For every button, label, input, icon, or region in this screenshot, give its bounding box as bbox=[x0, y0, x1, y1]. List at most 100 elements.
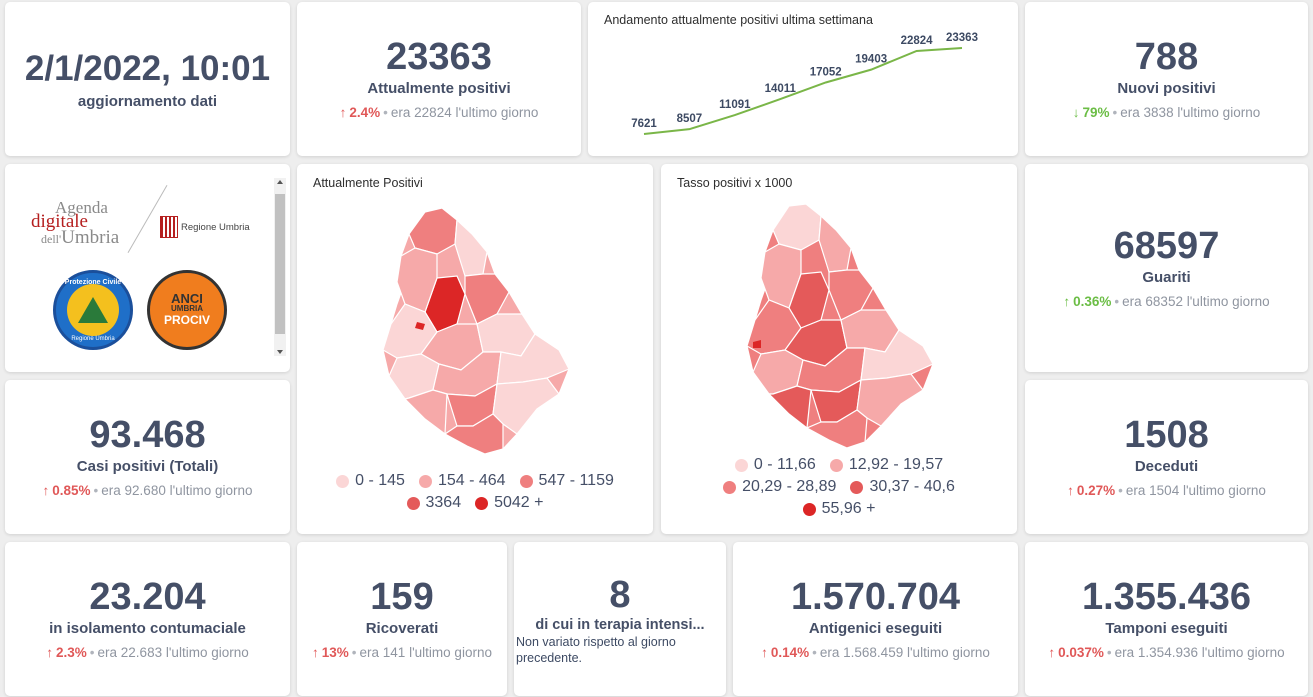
legend-swatch-icon bbox=[734, 458, 748, 472]
casi-totali-delta: ↑ 0.85% • era 92.680 l'ultimo giorno bbox=[42, 482, 253, 498]
antigenici-value: 1.570.704 bbox=[790, 576, 961, 619]
map-tasso-card: Tasso positivi x 1000 0 - 11,66 12,92 - 1… bbox=[661, 164, 1017, 534]
legend-label: 0 - 11,66 bbox=[753, 456, 816, 473]
legend-swatch-icon bbox=[418, 474, 432, 488]
casi-totali-card: 93.468 Casi positivi (Totali) ↑ 0.85% • era… bbox=[5, 380, 290, 534]
delta-pct: 2.4% bbox=[349, 104, 381, 120]
delta-suffix: l'ultimo giorno bbox=[906, 644, 990, 660]
legend-label: 5042 + bbox=[494, 494, 544, 511]
trend-data-label: 8507 bbox=[677, 113, 703, 125]
delta-prev: era 141 bbox=[359, 644, 406, 660]
update-label: aggiornamento dati bbox=[77, 92, 218, 110]
trend-chart-card: Andamento attualmente positivi ultima se… bbox=[588, 2, 1018, 156]
map-positivi-legend-item[interactable]: 547 - 1159 bbox=[519, 472, 614, 490]
map-tasso-title: Tasso positivi x 1000 bbox=[677, 176, 793, 190]
map-tasso-legend-item[interactable]: 20,29 - 28,89 bbox=[723, 478, 836, 496]
agenda-line3a: dell' bbox=[41, 232, 62, 246]
logos-scrollbar[interactable] bbox=[274, 178, 286, 356]
trend-data-label: 23363 bbox=[946, 32, 978, 44]
attualmente-positivi-delta: ↑ 2.4% • era 22824 l'ultimo giorno bbox=[339, 104, 539, 120]
anci-label: ANCI bbox=[171, 291, 203, 307]
guariti-value: 68597 bbox=[1113, 225, 1220, 268]
delta-prev: era 22.683 bbox=[97, 644, 163, 660]
ricoverati-delta: ↑ 13% • era 141 l'ultimo giorno bbox=[312, 644, 492, 660]
delta-pct: 79% bbox=[1082, 104, 1110, 120]
antigenici-card: 1.570.704 Antigenici eseguiti ↑ 0.14% • era… bbox=[733, 542, 1018, 696]
scroll-down-arrow-icon[interactable] bbox=[277, 350, 283, 354]
delta-suffix: l'ultimo giorno bbox=[1201, 644, 1285, 660]
deceduti-delta: ↑ 0.27% • era 1504 l'ultimo giorno bbox=[1067, 482, 1266, 498]
isolamento-delta: ↑ 2.3% • era 22.683 l'ultimo giorno bbox=[46, 644, 249, 660]
trend-data-label: 14011 bbox=[765, 83, 797, 95]
delta-prev: era 92.680 bbox=[101, 482, 166, 498]
map-positivi-legend-item[interactable]: 0 - 145 bbox=[336, 472, 405, 490]
scrollbar-thumb[interactable] bbox=[275, 194, 285, 334]
regione-umbria-logo: Regione Umbria bbox=[160, 216, 250, 238]
update-datetime: 2/1/2022, 10:01 bbox=[24, 48, 271, 88]
delta-suffix: l'ultimo giorno bbox=[1186, 293, 1270, 309]
deceduti-label: Deceduti bbox=[1134, 457, 1199, 475]
map-positivi-legend: 0 - 145 154 - 464 547 - 1159 3364 5042 + bbox=[307, 472, 643, 512]
arrow-up-icon: ↑ bbox=[42, 482, 50, 498]
trend-data-label: 22824 bbox=[901, 35, 934, 47]
map-positivi-legend-item[interactable]: 3364 bbox=[406, 494, 462, 512]
arrow-up-icon: ↑ bbox=[1063, 293, 1071, 309]
nuovi-positivi-delta: ↓ 79% • era 3838 l'ultimo giorno bbox=[1072, 104, 1261, 120]
scroll-up-arrow-icon[interactable] bbox=[277, 180, 283, 184]
delta-pct: 0.14% bbox=[770, 644, 810, 660]
nuovi-positivi-value: 788 bbox=[1134, 36, 1199, 79]
anci-umbria-label: UMBRIA bbox=[171, 304, 203, 314]
trend-data-label: 17052 bbox=[810, 66, 842, 78]
prociv-label: PROCIV bbox=[163, 313, 210, 328]
terapia-label: di cui in terapia intensi... bbox=[535, 617, 705, 633]
terapia-card: 8 di cui in terapia intensi... Non varia… bbox=[514, 542, 726, 696]
map-tasso-legend: 0 - 11,66 12,92 - 19,57 20,29 - 28,89 30,37… bbox=[701, 456, 977, 518]
arrow-up-icon: ↑ bbox=[1048, 644, 1056, 660]
deceduti-card: 1508 Deceduti ↑ 0.27% • era 1504 l'ultimo g… bbox=[1025, 380, 1308, 534]
trend-data-label: 19403 bbox=[855, 54, 887, 66]
logos-card: Agenda digitale dell'Umbria Regione Umbr… bbox=[5, 164, 290, 372]
legend-label: 3364 bbox=[425, 494, 462, 511]
ricoverati-label: Ricoverati bbox=[365, 619, 439, 637]
casi-totali-value: 93.468 bbox=[89, 414, 206, 457]
map-tasso-legend-item[interactable]: 55,96 + bbox=[802, 500, 875, 518]
delta-prev: era 1.354.936 bbox=[1114, 644, 1198, 660]
legend-swatch-icon bbox=[336, 474, 350, 488]
arrow-up-icon: ↑ bbox=[1067, 482, 1074, 498]
tamponi-delta: ↑ 0.037% • era 1.354.936 l'ultimo giorno bbox=[1048, 644, 1285, 660]
umbria-map-tasso[interactable] bbox=[661, 164, 1017, 534]
tamponi-value: 1.355.436 bbox=[1081, 576, 1252, 619]
delta-prev: era 3838 bbox=[1120, 104, 1174, 120]
anci-prociv-logo: ANCI UMBRIA PROCIV bbox=[147, 270, 227, 350]
trend-data-label: 11091 bbox=[719, 99, 751, 111]
guariti-card: 68597 Guariti ↑ 0.36% • era 68352 l'ultimo … bbox=[1025, 164, 1308, 372]
arrow-up-icon: ↑ bbox=[761, 644, 768, 660]
delta-pct: 0.037% bbox=[1058, 644, 1104, 660]
legend-swatch-icon bbox=[802, 502, 816, 516]
legend-swatch-icon bbox=[829, 458, 843, 472]
tamponi-label: Tamponi eseguiti bbox=[1105, 619, 1228, 637]
map-tasso-legend-item[interactable]: 0 - 11,66 bbox=[734, 456, 816, 474]
legend-label: 12,92 - 19,57 bbox=[848, 456, 944, 473]
isolamento-card: 23.204 in isolamento contumaciale ↑ 2.3% •… bbox=[5, 542, 290, 696]
legend-label: 30,37 - 40,6 bbox=[869, 478, 955, 495]
isolamento-value: 23.204 bbox=[89, 576, 206, 619]
protezione-label: Protezione Civile bbox=[64, 279, 122, 286]
deceduti-value: 1508 bbox=[1124, 414, 1209, 457]
map-positivi-legend-item[interactable]: 154 - 464 bbox=[418, 472, 506, 490]
terapia-note: Non variato rispetto al giorno precedent… bbox=[516, 635, 676, 666]
legend-swatch-icon bbox=[850, 480, 864, 494]
attualmente-positivi-value: 23363 bbox=[386, 36, 492, 79]
delta-suffix: l'ultimo giorno bbox=[165, 644, 249, 660]
tamponi-card: 1.355.436 Tamponi eseguiti ↑ 0.037% • era 1… bbox=[1025, 542, 1308, 696]
protezione-sub-label: Regione Umbria bbox=[71, 336, 115, 342]
map-tasso-legend-item[interactable]: 12,92 - 19,57 bbox=[829, 456, 944, 474]
trend-line bbox=[643, 47, 963, 135]
delta-suffix: l'ultimo giorno bbox=[409, 644, 492, 660]
umbria-map-positivi[interactable] bbox=[297, 164, 653, 534]
trend-data-label: 7621 bbox=[631, 118, 657, 130]
update-card: 2/1/2022, 10:01 aggiornamento dati bbox=[5, 2, 290, 156]
map-tasso-legend-item[interactable]: 30,37 - 40,6 bbox=[850, 478, 955, 496]
delta-pct: 0.85% bbox=[52, 482, 91, 498]
map-positivi-legend-item[interactable]: 5042 + bbox=[475, 494, 543, 512]
